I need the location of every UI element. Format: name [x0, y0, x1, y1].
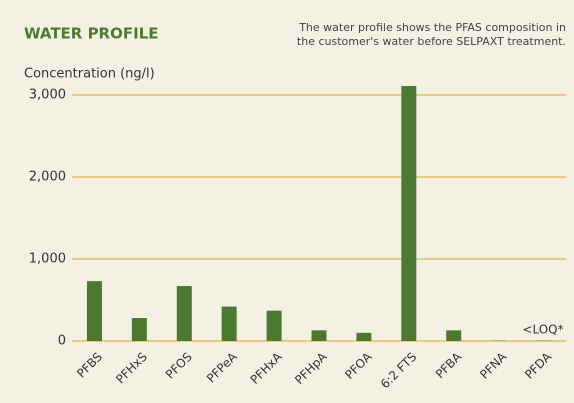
- y-tick-label: 0: [58, 334, 66, 349]
- bar: [311, 330, 327, 341]
- bar: [401, 85, 417, 341]
- y-axis-label: Concentration (ng/l): [24, 67, 155, 82]
- bar: [446, 330, 462, 341]
- x-tick-label: PFHxS: [113, 350, 150, 387]
- x-tick-label: PFBA: [433, 349, 465, 381]
- bar: [176, 286, 192, 341]
- bar: [131, 318, 147, 341]
- x-tick-label: PFHpA: [292, 349, 330, 387]
- y-tick-label: 2,000: [29, 170, 66, 185]
- x-tick-label: PFOS: [163, 350, 195, 382]
- y-tick-label: 1,000: [29, 252, 66, 267]
- bar: [356, 332, 372, 341]
- bar: [221, 306, 237, 341]
- x-tick-label: PFBS: [74, 350, 105, 381]
- x-tick-label: 6:2 FTS: [378, 350, 420, 392]
- x-tick-label: PFNA: [477, 349, 510, 382]
- chart-title: WATER PROFILE: [24, 25, 159, 43]
- y-tick-label: 3,000: [29, 88, 66, 103]
- subtitle: the customer's water before SELPAXT trea…: [297, 35, 566, 48]
- x-tick-label: PFDA: [522, 349, 555, 382]
- x-tick-label: PFOA: [342, 349, 375, 382]
- bar: [266, 310, 282, 341]
- x-tick-label: PFPeA: [204, 349, 240, 385]
- subtitle: The water profile shows the PFAS composi…: [298, 21, 566, 34]
- bar: [86, 281, 102, 341]
- x-tick-label: PFHxA: [248, 349, 286, 387]
- annotation: <LOQ*: [522, 323, 563, 337]
